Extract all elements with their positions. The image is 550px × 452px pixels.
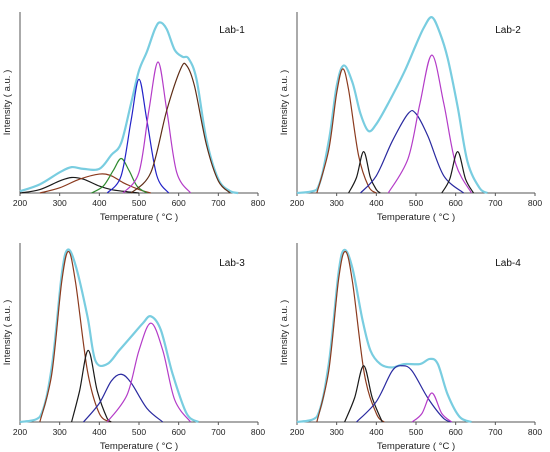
peak-curve-brown [316,68,377,194]
peak-curve-brown [39,250,112,423]
x-tick-label: 400 [92,427,106,437]
panel-title: Lab-1 [219,25,245,36]
peak-curve-magenta [106,322,192,423]
panel-title: Lab-4 [495,258,521,269]
envelope-curve [296,248,472,424]
peak-curve-magenta [411,392,453,423]
x-tick-label: 700 [211,198,225,208]
panel-lab-4: 200 300 400 500 600 700 800 Temperature ( °C ) I… [279,243,542,452]
x-tick-label: 700 [211,427,225,437]
x-axis-title: Temperature ( °C ) [100,441,178,452]
x-axis-title: Temperature ( °C ) [377,212,455,223]
peak-curve-navy [83,373,164,423]
panel-title: Lab-2 [495,25,521,36]
x-tick-label: 400 [369,427,383,437]
peak-curve-brown [316,250,385,423]
x-tick-label: 200 [13,198,27,208]
peak-curve-magenta [387,54,473,194]
x-tick-label: 200 [290,427,304,437]
panel-lab-1: 200 300 400 500 600 700 800 Temperature ( °C ) I… [2,12,265,223]
peak-curve-black [70,349,112,423]
peak-curve-black [348,151,381,194]
peak-curve-black [441,151,475,194]
x-tick-label: 600 [449,427,463,437]
peak-curve-green [91,157,148,194]
x-axis-title: Temperature ( °C ) [100,212,178,223]
y-axis-title: Intensity ( a.u. ) [279,300,290,365]
x-tick-label: 300 [53,198,67,208]
x-tick-label: 800 [251,427,265,437]
x-tick-label: 400 [369,198,383,208]
x-tick-label: 300 [53,427,67,437]
peak-curve-blue [106,78,170,194]
x-tick-label: 500 [132,198,146,208]
x-tick-label: 600 [172,198,186,208]
panel-lab-2: 200 300 400 500 600 700 800 Temperature ( °C ) I… [279,12,542,223]
x-tick-label: 500 [409,427,423,437]
peak-curve-navy [356,365,452,423]
x-tick-label: 500 [409,198,423,208]
x-tick-label: 500 [132,427,146,437]
panel-title: Lab-3 [219,258,245,269]
x-tick-label: 200 [290,198,304,208]
x-tick-label: 600 [172,427,186,437]
y-axis-title: Intensity ( a.u. ) [2,70,13,135]
panel-lab-3: 200 300 400 500 600 700 800 Temperature ( °C ) I… [2,243,265,452]
peak-curve-magenta [122,61,192,194]
peak-curve-navy [360,109,464,194]
envelope-curve [19,248,200,424]
envelope-curve [19,21,239,195]
peak-curve-brown [39,173,152,194]
x-tick-label: 800 [251,198,265,208]
x-tick-label: 300 [330,427,344,437]
x-tick-label: 800 [528,198,542,208]
peak-curve-darkbrown [130,62,231,194]
x-tick-label: 300 [330,198,344,208]
peak-curve-black [344,365,383,423]
peak-curve-black [19,176,140,194]
x-tick-label: 700 [488,198,502,208]
envelope-curve [296,16,488,195]
x-tick-label: 400 [92,198,106,208]
x-tick-label: 600 [449,198,463,208]
x-tick-label: 700 [488,427,502,437]
y-axis-title: Intensity ( a.u. ) [2,300,13,365]
x-tick-label: 800 [528,427,542,437]
x-tick-label: 200 [13,427,27,437]
x-axis-title: Temperature ( °C ) [377,441,455,452]
y-axis-title: Intensity ( a.u. ) [279,70,290,135]
